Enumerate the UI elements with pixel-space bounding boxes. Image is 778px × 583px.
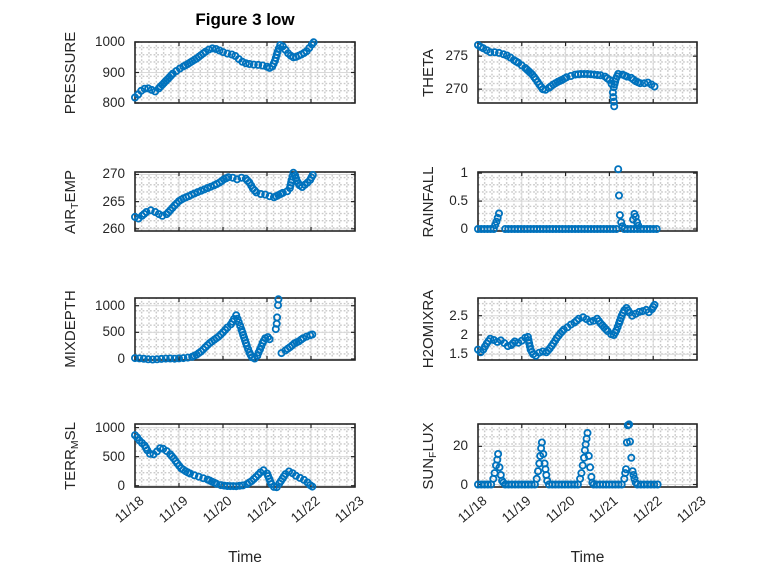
major-gridlines <box>478 298 697 360</box>
ylabel-subscript: T <box>69 202 81 209</box>
subplot-terr-msl <box>131 423 356 492</box>
major-gridlines <box>478 172 697 231</box>
sun-flux-ytick-label: 20 <box>452 438 468 454</box>
h2omixra-data-series <box>474 300 659 360</box>
air-temp-data-series <box>131 168 317 223</box>
pressure-y-axis-label: PRESSURE <box>60 3 82 143</box>
subplot-sun-flux <box>474 420 698 489</box>
theta-y-axis-label: THETA <box>418 3 440 143</box>
subplot-h2omixra <box>474 297 698 361</box>
terr-msl-plot-area <box>131 423 356 492</box>
pressure-ytick-label: 900 <box>102 64 125 80</box>
subplot-rainfall <box>474 165 698 234</box>
axes-box <box>134 171 356 232</box>
theta-plot-area <box>474 41 698 111</box>
axes-box <box>134 297 356 361</box>
mixdepth-y-axis-label: MIXDEPTH <box>60 259 82 399</box>
mixdepth-plot-area <box>131 295 356 364</box>
subplot-air-temp <box>131 168 356 232</box>
ylabel-text: EMP <box>62 169 79 203</box>
sun-flux-plot-area <box>474 420 698 489</box>
x-axis-label-left: Time <box>228 549 262 566</box>
air-temp-ytick-label: 260 <box>102 220 125 236</box>
h2omixra-y-axis-label: H2OMIXRA <box>418 259 440 399</box>
pressure-plot-area <box>131 38 356 104</box>
h2omixra-ytick-label: 2 <box>460 326 468 342</box>
tick-marks <box>477 298 698 360</box>
h2omixra-ytick-label: 1.5 <box>449 346 468 362</box>
rainfall-data-series <box>474 165 661 234</box>
ylabel-subscript: F <box>427 451 439 458</box>
theta-data-series <box>474 41 659 111</box>
subplot-theta <box>474 41 698 111</box>
pressure-ytick-label: 1000 <box>94 34 125 49</box>
terr-msl-ytick-label: 500 <box>102 448 125 464</box>
air-temp-y-axis-label: AIRTEMP <box>60 132 82 272</box>
subplot-pressure <box>131 38 356 104</box>
pressure-data-series <box>131 38 318 102</box>
sun-flux-data-series <box>474 420 662 489</box>
air-temp-plot-area <box>131 168 356 232</box>
axes-box <box>477 41 698 104</box>
sun-flux-y-axis-label: SUNFLUX <box>418 386 440 526</box>
rainfall-ytick-label: 1 <box>460 165 468 181</box>
pressure-ytick-label: 800 <box>102 95 125 110</box>
rainfall-y-axis-label: RAINFALL <box>418 132 440 272</box>
ylabel-text: SL <box>62 421 79 440</box>
mixdepth-ytick-label: 500 <box>102 324 125 340</box>
air-temp-ytick-label: 270 <box>102 166 125 182</box>
x-axis-label-right: Time <box>570 549 605 566</box>
h2omixra-ytick-label: 2.5 <box>449 307 468 323</box>
ylabel-text: THETA <box>420 48 437 97</box>
rainfall-ytick-label: 0.5 <box>449 193 468 209</box>
ylabel-text: MIXDEPTH <box>62 290 79 368</box>
major-gridlines <box>135 41 355 104</box>
ylabel-text: PRESSURE <box>62 31 79 114</box>
ylabel-subscript: M <box>69 439 81 449</box>
mixdepth-data-series <box>131 295 317 364</box>
air-temp-ytick-label: 265 <box>102 193 125 209</box>
terr-msl-ytick-label: 0 <box>117 477 125 493</box>
ylabel-text: SUN <box>420 457 437 490</box>
ylabel-text: H2OMIXRA <box>420 289 437 369</box>
rainfall-plot-area <box>474 165 698 234</box>
h2omixra-plot-area <box>474 297 698 361</box>
mixdepth-ytick-label: 1000 <box>94 297 125 313</box>
subplot-mixdepth <box>131 295 356 364</box>
ylabel-text: TERR <box>62 448 79 490</box>
rainfall-ytick-label: 0 <box>460 221 468 237</box>
axes-box <box>477 297 698 361</box>
terr-msl-data-series <box>131 431 317 492</box>
terr-msl-y-axis-label: TERRMSL <box>60 386 82 526</box>
axes-box <box>134 41 356 104</box>
ylabel-text: AIR <box>62 208 79 234</box>
sun-flux-ytick-label: 0 <box>460 476 468 492</box>
theta-ytick-label: 270 <box>445 81 468 97</box>
theta-ytick-label: 275 <box>445 48 468 64</box>
ylabel-text: RAINFALL <box>420 166 437 237</box>
figure-title: Figure 3 low <box>195 10 295 29</box>
mixdepth-ytick-label: 0 <box>117 350 125 366</box>
axes-box <box>477 423 698 488</box>
terr-msl-ytick-label: 1000 <box>94 419 125 435</box>
ylabel-text: LUX <box>420 421 437 452</box>
